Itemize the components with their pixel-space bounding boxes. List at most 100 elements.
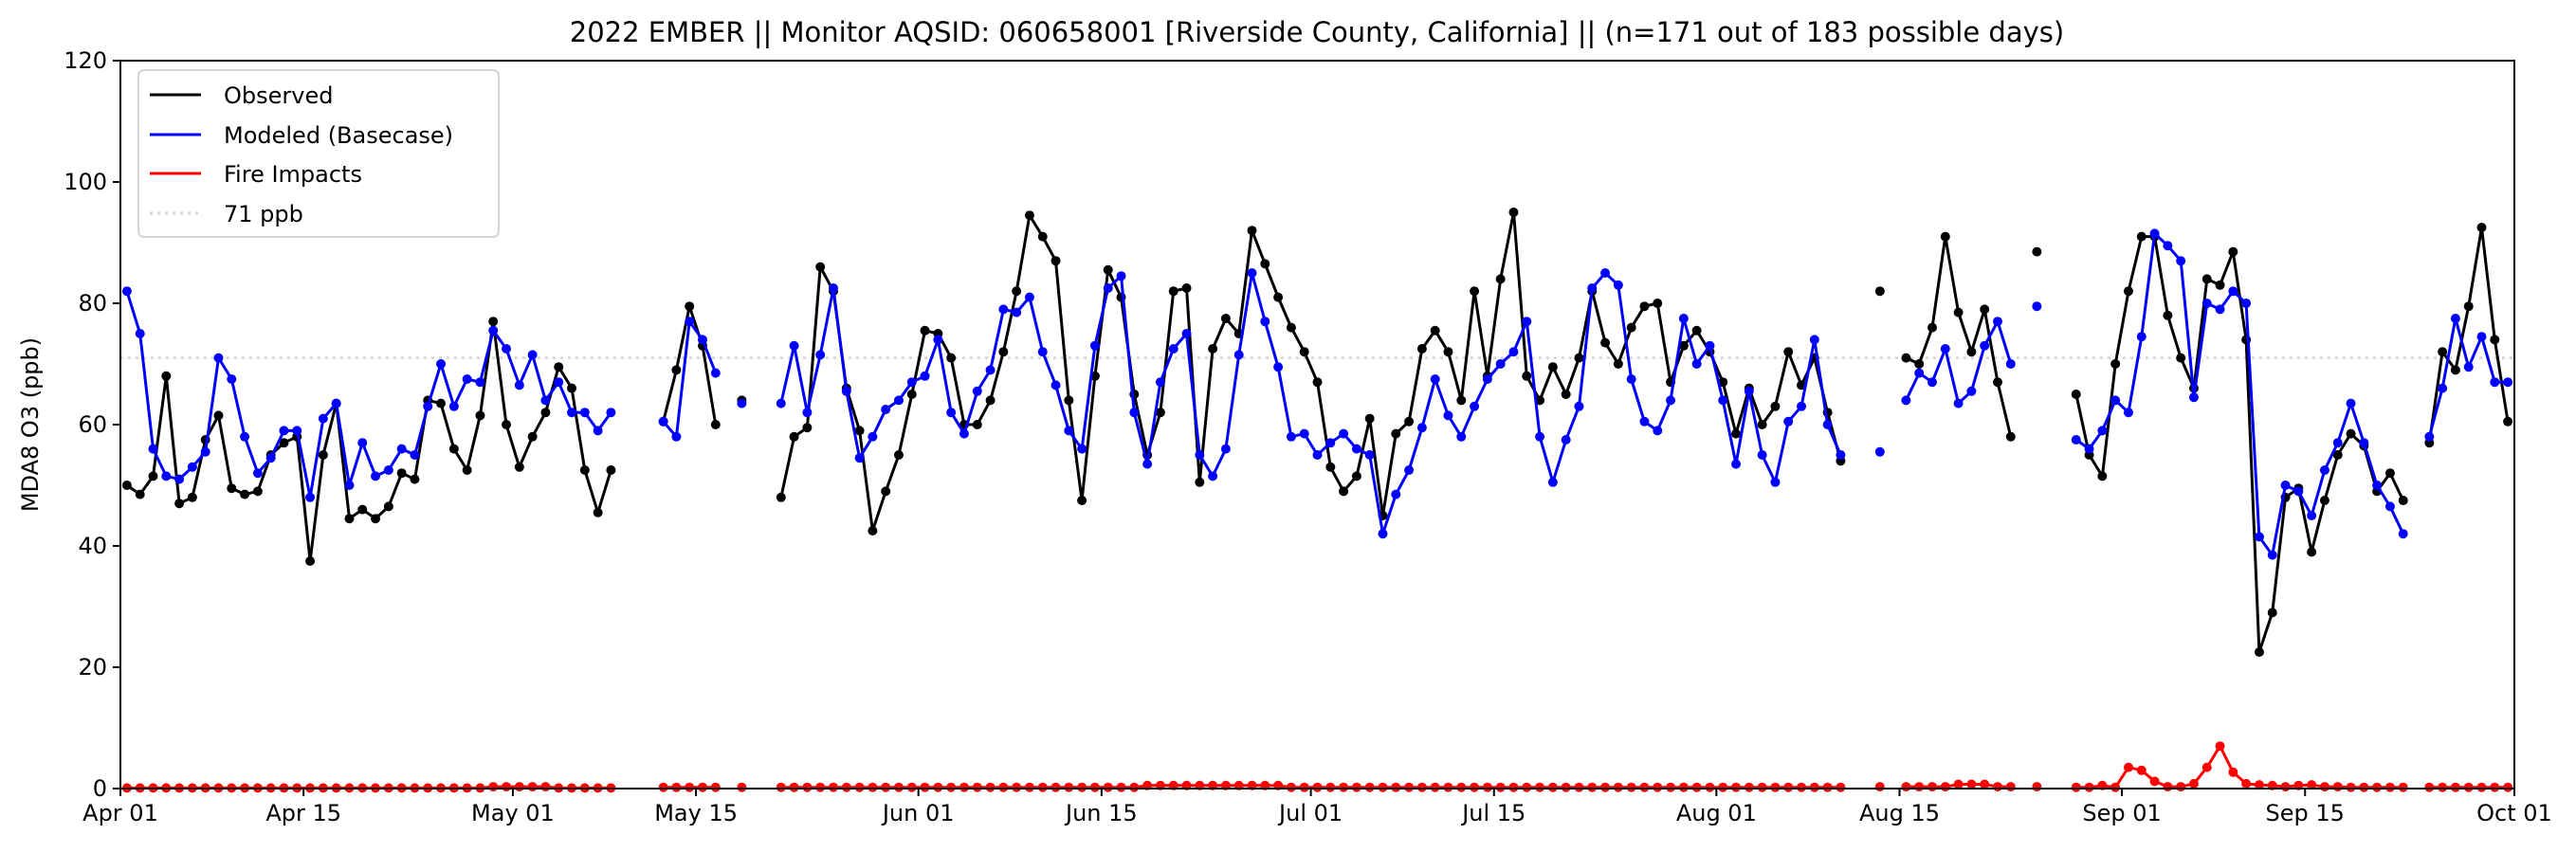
data-point bbox=[383, 501, 393, 512]
data-point bbox=[802, 408, 813, 418]
data-point bbox=[1378, 529, 1388, 539]
data-point bbox=[1522, 317, 1532, 327]
data-point bbox=[776, 782, 786, 792]
data-point bbox=[1783, 782, 1794, 792]
data-point bbox=[828, 283, 838, 293]
data-point bbox=[1535, 431, 1545, 442]
data-point bbox=[1168, 286, 1178, 297]
x-tick-label: Aug 01 bbox=[1676, 800, 1757, 826]
data-point bbox=[1653, 426, 1663, 436]
data-point bbox=[1443, 347, 1453, 357]
data-point bbox=[2332, 438, 2343, 448]
data-point bbox=[2438, 347, 2448, 357]
legend-label-threshold: 71 ppb bbox=[224, 201, 303, 227]
data-point bbox=[2254, 647, 2264, 657]
chart-title: 2022 EMBER || Monitor AQSID: 060658001 [… bbox=[570, 16, 2064, 48]
data-point bbox=[1992, 377, 2002, 388]
data-point bbox=[1901, 782, 1911, 792]
legend-box bbox=[137, 69, 500, 238]
data-point bbox=[2280, 481, 2291, 490]
data-point bbox=[1901, 395, 1911, 406]
data-point bbox=[2384, 468, 2395, 479]
data-point bbox=[423, 401, 433, 411]
data-point bbox=[841, 782, 851, 792]
series-line-segment bbox=[2074, 231, 2405, 557]
data-point bbox=[1836, 450, 1846, 460]
data-point bbox=[2346, 782, 2356, 792]
data-point bbox=[2071, 782, 2081, 792]
data-point bbox=[2346, 398, 2356, 408]
data-point bbox=[1561, 390, 1571, 399]
data-point bbox=[593, 507, 603, 517]
data-point bbox=[881, 486, 891, 497]
data-point bbox=[2254, 780, 2264, 790]
data-point bbox=[1927, 782, 1937, 792]
legend: Observed Modeled (Basecase) Fire Impacts… bbox=[137, 69, 500, 238]
data-point bbox=[161, 471, 172, 481]
data-point bbox=[436, 359, 447, 369]
data-point bbox=[1705, 340, 1715, 351]
data-point bbox=[2307, 780, 2317, 790]
data-point bbox=[1077, 782, 1087, 792]
data-point bbox=[2084, 782, 2094, 792]
data-point bbox=[2228, 286, 2238, 297]
data-point bbox=[1012, 307, 1022, 318]
data-point bbox=[959, 428, 969, 439]
data-point bbox=[972, 386, 982, 396]
data-point bbox=[357, 438, 368, 448]
data-point bbox=[1155, 377, 1165, 388]
data-point bbox=[2490, 335, 2500, 345]
data-point bbox=[1535, 395, 1545, 406]
data-point bbox=[265, 453, 276, 463]
data-point bbox=[1312, 377, 1323, 388]
data-point bbox=[1927, 377, 1937, 388]
data-point bbox=[1181, 283, 1192, 293]
data-point bbox=[1247, 268, 1257, 278]
data-point bbox=[1260, 259, 1270, 269]
y-tick-label: 80 bbox=[78, 290, 107, 317]
data-point bbox=[893, 450, 904, 460]
data-point bbox=[1783, 416, 1794, 426]
data-point bbox=[305, 492, 316, 502]
data-point bbox=[920, 782, 930, 792]
data-point bbox=[2110, 395, 2121, 406]
data-point bbox=[2149, 228, 2160, 239]
data-point bbox=[2319, 465, 2329, 475]
data-point bbox=[2215, 280, 2225, 290]
y-tick-label: 100 bbox=[64, 169, 107, 195]
data-point bbox=[1339, 782, 1349, 792]
data-point bbox=[2319, 782, 2329, 792]
data-point bbox=[1914, 368, 1925, 378]
x-tick-label: Jun 15 bbox=[1064, 800, 1138, 826]
data-point bbox=[2463, 782, 2474, 792]
data-point bbox=[1561, 435, 1571, 445]
data-point bbox=[2097, 426, 2108, 436]
data-point bbox=[1050, 256, 1061, 266]
data-point bbox=[436, 398, 447, 408]
data-point bbox=[815, 782, 826, 792]
data-point bbox=[1822, 420, 1833, 429]
data-point bbox=[462, 374, 472, 384]
data-point bbox=[998, 782, 1009, 792]
series-line-segment bbox=[780, 784, 1841, 789]
data-point bbox=[2136, 765, 2147, 775]
data-point bbox=[972, 420, 982, 429]
data-point bbox=[710, 368, 721, 378]
data-point bbox=[868, 782, 878, 792]
data-point bbox=[2490, 782, 2500, 792]
data-point bbox=[1351, 444, 1361, 454]
data-point bbox=[502, 782, 512, 792]
data-point bbox=[2438, 383, 2448, 393]
data-point bbox=[920, 325, 930, 336]
data-point bbox=[685, 317, 695, 327]
data-point bbox=[2188, 392, 2199, 403]
data-point bbox=[685, 782, 695, 792]
data-point bbox=[2084, 444, 2094, 454]
data-point bbox=[1940, 231, 1950, 242]
data-point bbox=[1456, 431, 1467, 442]
data-point bbox=[2384, 501, 2395, 512]
data-point bbox=[1522, 782, 1532, 792]
data-point bbox=[1116, 782, 1126, 792]
data-point bbox=[1260, 317, 1270, 327]
data-point bbox=[998, 347, 1009, 357]
